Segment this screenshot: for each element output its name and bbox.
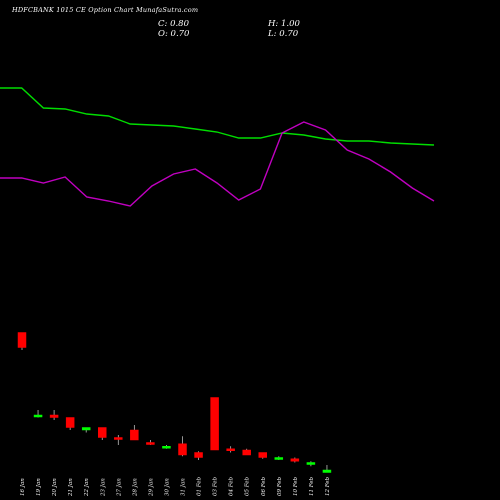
x-tick-label: 01 Feb bbox=[197, 476, 203, 496]
candle-up bbox=[162, 446, 171, 449]
candle-down bbox=[242, 449, 251, 456]
moving-average-green-line bbox=[0, 87, 435, 146]
candle-down bbox=[258, 452, 267, 458]
x-tick-label: 19 Jan bbox=[36, 478, 42, 496]
chart-title: HDFCBANK 1015 CE Option Chart MunafaSutr… bbox=[12, 6, 199, 14]
candle-down bbox=[17, 332, 27, 348]
candle-up bbox=[81, 427, 91, 431]
x-tick-label: 11 Feb bbox=[309, 476, 315, 496]
x-tick-label: 16 Jan bbox=[20, 478, 26, 496]
x-tick-label: 31 Jan bbox=[181, 478, 187, 496]
close-value: C: 0.80 bbox=[158, 19, 189, 29]
x-tick-label: 10 Feb bbox=[293, 476, 299, 496]
candle-down bbox=[65, 417, 75, 428]
candle-up bbox=[322, 469, 332, 473]
moving-average-magenta-line bbox=[0, 121, 435, 207]
candle-down bbox=[194, 452, 203, 458]
x-tick-label: 03 Feb bbox=[213, 476, 219, 496]
candle-down bbox=[290, 458, 300, 462]
candle-up bbox=[274, 457, 284, 460]
candle-down bbox=[178, 443, 187, 456]
candle-down bbox=[210, 397, 219, 451]
candle-up bbox=[33, 414, 43, 418]
x-tick-label: 30 Jan bbox=[164, 478, 170, 496]
high-value: H: 1.00 bbox=[268, 19, 300, 29]
candle-down bbox=[114, 437, 123, 440]
x-tick-label: 06 Feb bbox=[261, 476, 267, 496]
open-value: O: 0.70 bbox=[158, 29, 190, 39]
candle-down bbox=[130, 429, 139, 441]
x-tick-label: 29 Jan bbox=[148, 478, 154, 497]
x-tick-label: 09 Feb bbox=[277, 476, 283, 496]
x-tick-label: 12 Feb bbox=[325, 476, 331, 496]
candle-up bbox=[306, 462, 316, 465]
x-tick-label: 28 Jan bbox=[132, 478, 138, 497]
candle-down bbox=[98, 427, 107, 438]
x-tick-label: 23 Jan bbox=[100, 478, 106, 497]
x-tick-label: 05 Feb bbox=[245, 476, 251, 496]
x-tick-label: 22 Jan bbox=[84, 478, 90, 497]
low-value: L: 0.70 bbox=[268, 29, 299, 39]
candle-down bbox=[146, 442, 155, 445]
x-tick-label: 20 Jan bbox=[52, 478, 58, 497]
x-tick-label: 27 Jan bbox=[116, 478, 122, 497]
x-tick-label: 04 Feb bbox=[229, 476, 235, 496]
candle-down bbox=[226, 448, 235, 451]
candle-down bbox=[49, 414, 59, 418]
x-tick-label: 21 Jan bbox=[68, 478, 74, 497]
